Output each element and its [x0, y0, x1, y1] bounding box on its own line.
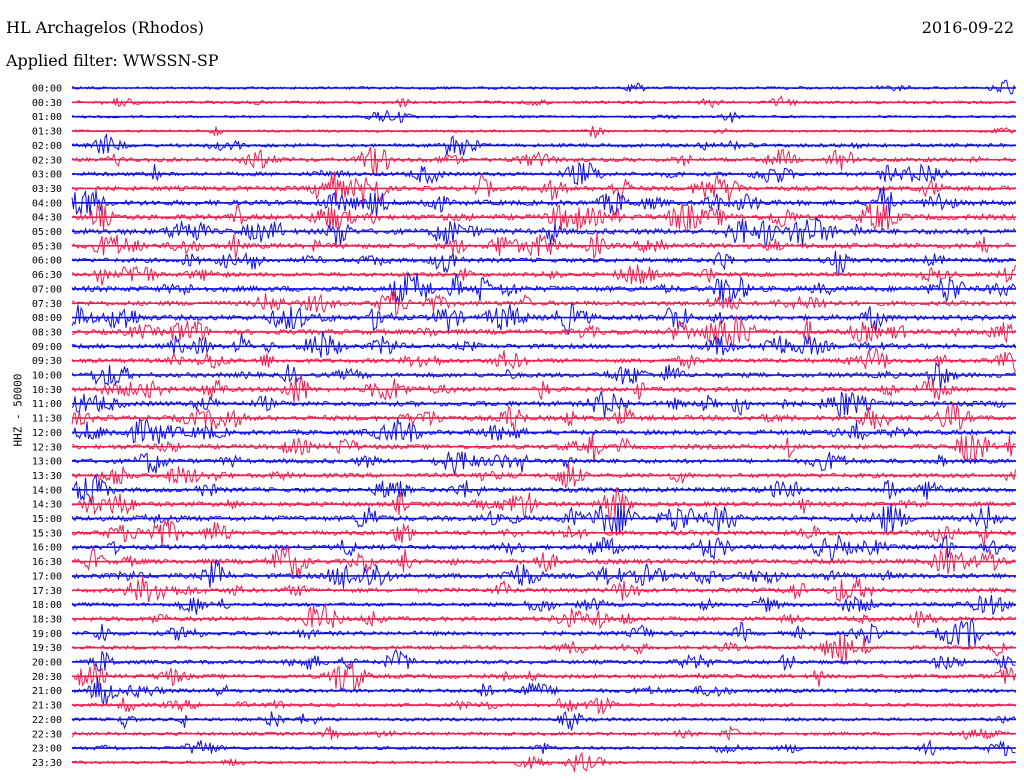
row-label-1200: 12:00: [32, 428, 62, 439]
filter-label: Applied filter: WWSSN-SP: [6, 51, 219, 70]
row-label-0000: 00:00: [32, 84, 62, 95]
row-label-0400: 04:00: [32, 198, 62, 209]
row-label-0130: 01:30: [32, 127, 62, 138]
row-label-2300: 23:00: [32, 744, 62, 755]
trace-0930: [71, 346, 1016, 373]
row-label-0800: 08:00: [32, 313, 62, 324]
row-label-2200: 22:00: [32, 715, 62, 726]
row-label-1400: 14:00: [32, 485, 62, 496]
row-label-0930: 09:30: [32, 356, 62, 367]
row-label-1930: 19:30: [32, 643, 62, 654]
row-label-0730: 07:30: [32, 299, 62, 310]
row-label-1630: 16:30: [32, 557, 62, 568]
row-label-1500: 15:00: [32, 514, 62, 525]
trace-0600: [71, 250, 1016, 277]
row-label-2000: 20:00: [32, 658, 62, 669]
row-label-1130: 11:30: [32, 414, 62, 425]
trace-1300: [71, 451, 1016, 475]
row-label-1230: 12:30: [32, 442, 62, 453]
row-label-0030: 00:30: [32, 98, 62, 109]
row-label-2100: 21:00: [32, 686, 62, 697]
row-label-0500: 05:00: [32, 227, 62, 238]
row-label-0530: 05:30: [32, 241, 62, 252]
row-label-1800: 18:00: [32, 600, 62, 611]
row-label-0100: 01:00: [32, 112, 62, 123]
row-label-1430: 14:30: [32, 500, 62, 511]
row-label-0300: 03:00: [32, 170, 62, 181]
trace-1230: [71, 433, 1016, 464]
row-label-0630: 06:30: [32, 270, 62, 281]
trace-1530: [71, 519, 1016, 549]
trace-0500: [71, 215, 1016, 247]
row-label-2130: 21:30: [32, 701, 62, 712]
row-label-1100: 11:00: [32, 399, 62, 410]
row-label-2230: 22:30: [32, 729, 62, 740]
trace-1930: [71, 633, 1016, 664]
row-label-0330: 03:30: [32, 184, 62, 195]
row-label-0900: 09:00: [32, 342, 62, 353]
row-label-0430: 04:30: [32, 213, 62, 224]
trace-0830: [72, 315, 1016, 347]
trace-0900: [71, 330, 1016, 358]
row-label-1530: 15:30: [32, 528, 62, 539]
trace-0800: [71, 303, 1016, 335]
trace-2000: [71, 649, 1016, 672]
row-label-1730: 17:30: [32, 586, 62, 597]
row-label-2330: 23:30: [32, 758, 62, 769]
row-label-0700: 07:00: [32, 284, 62, 295]
trace-0000: [71, 79, 1016, 95]
row-label-1000: 10:00: [32, 371, 62, 382]
row-label-1600: 16:00: [32, 543, 62, 554]
trace-1130: [71, 402, 1016, 435]
trace-2200: [71, 711, 1016, 731]
row-label-1900: 19:00: [32, 629, 62, 640]
trace-0130: [71, 125, 1016, 139]
row-label-0230: 02:30: [32, 155, 62, 166]
row-label-0830: 08:30: [32, 327, 62, 338]
station-title: HL Archagelos (Rhodos): [6, 18, 204, 37]
row-label-1830: 18:30: [32, 614, 62, 625]
row-label-0200: 02:00: [32, 141, 62, 152]
trace-0730: [72, 290, 1016, 316]
row-label-1330: 13:30: [32, 471, 62, 482]
row-label-1700: 17:00: [32, 571, 62, 582]
row-label-0600: 06:00: [32, 256, 62, 267]
row-label-1030: 10:30: [32, 385, 62, 396]
row-label-1300: 13:00: [32, 457, 62, 468]
record-date: 2016-09-22: [921, 18, 1014, 37]
row-label-2030: 20:30: [32, 672, 62, 683]
